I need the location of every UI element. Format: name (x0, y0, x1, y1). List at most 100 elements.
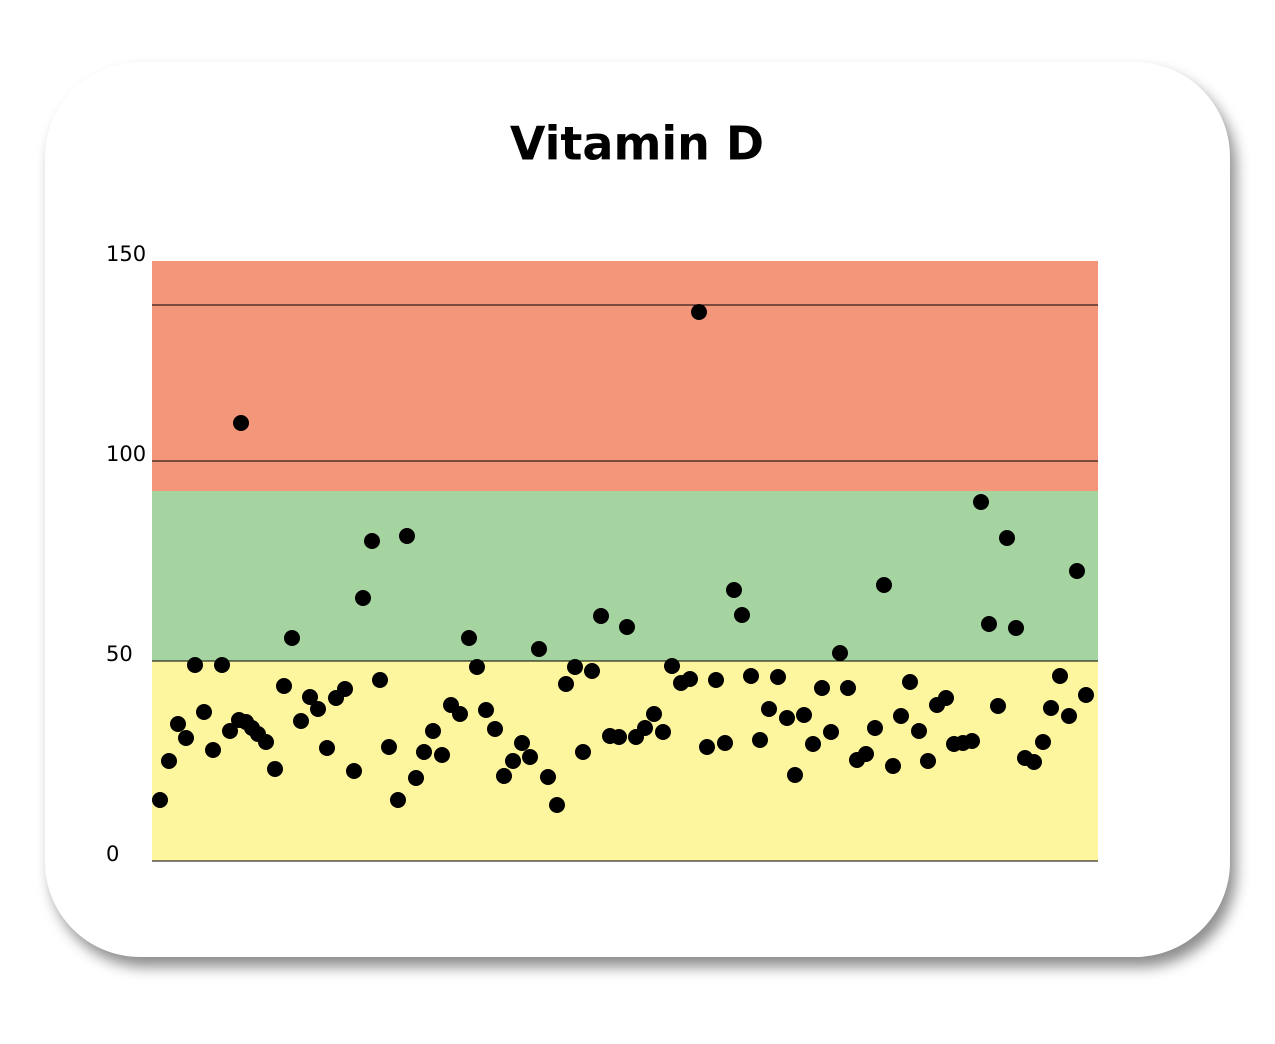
point (1078, 687, 1094, 703)
chart-title: Vitamin D (510, 117, 764, 171)
point (575, 744, 591, 760)
point (152, 792, 168, 808)
point (567, 659, 583, 675)
point (885, 758, 901, 774)
point (214, 657, 230, 673)
point (1026, 754, 1042, 770)
point (161, 753, 177, 769)
point (964, 733, 980, 749)
point (779, 710, 795, 726)
point (646, 706, 662, 722)
point (619, 619, 635, 635)
point (938, 690, 954, 706)
point (346, 763, 362, 779)
point (205, 742, 221, 758)
point (823, 724, 839, 740)
point (699, 739, 715, 755)
point (717, 735, 733, 751)
point (876, 577, 892, 593)
point (319, 740, 335, 756)
point (691, 304, 707, 320)
point (796, 707, 812, 723)
point (337, 681, 353, 697)
point (584, 663, 600, 679)
point (1008, 620, 1024, 636)
point (302, 689, 318, 705)
point (1052, 668, 1068, 684)
point (973, 494, 989, 510)
point (726, 582, 742, 598)
point (611, 729, 627, 745)
point (708, 672, 724, 688)
point (761, 701, 777, 717)
point (496, 768, 512, 784)
point (399, 528, 415, 544)
point (372, 672, 388, 688)
point (734, 607, 750, 623)
point (531, 641, 547, 657)
point (558, 676, 574, 692)
band (152, 261, 1098, 491)
point (284, 630, 300, 646)
point (258, 734, 274, 750)
point (999, 530, 1015, 546)
point (1069, 563, 1085, 579)
point (911, 723, 927, 739)
point (832, 645, 848, 661)
point (770, 669, 786, 685)
point (1043, 700, 1059, 716)
point (416, 744, 432, 760)
point (310, 701, 326, 717)
point (267, 761, 283, 777)
point (814, 680, 830, 696)
point (487, 721, 503, 737)
point (293, 713, 309, 729)
point (425, 723, 441, 739)
point (187, 657, 203, 673)
point (840, 680, 856, 696)
point (355, 590, 371, 606)
point (505, 753, 521, 769)
point (196, 704, 212, 720)
point (540, 769, 556, 785)
point (549, 797, 565, 813)
point (522, 749, 538, 765)
point (233, 415, 249, 431)
point (276, 678, 292, 694)
band (152, 661, 1098, 861)
point (743, 668, 759, 684)
point (452, 706, 468, 722)
point (170, 716, 186, 732)
point (981, 616, 997, 632)
point (655, 724, 671, 740)
point (408, 770, 424, 786)
point (381, 739, 397, 755)
point (434, 747, 450, 763)
point (593, 608, 609, 624)
point (893, 708, 909, 724)
point (364, 533, 380, 549)
y-tick-label: 100 (106, 442, 146, 466)
point (390, 792, 406, 808)
point (1035, 734, 1051, 750)
y-tick-label: 50 (106, 642, 133, 666)
point (752, 732, 768, 748)
point (637, 720, 653, 736)
point (990, 698, 1006, 714)
point (1061, 708, 1077, 724)
point (920, 753, 936, 769)
point (178, 730, 194, 746)
y-tick-label: 150 (106, 242, 146, 266)
point (469, 659, 485, 675)
point (664, 658, 680, 674)
point (787, 767, 803, 783)
point (514, 735, 530, 751)
point (805, 736, 821, 752)
y-tick-label: 0 (106, 842, 119, 866)
point (461, 630, 477, 646)
point (222, 723, 238, 739)
point (478, 702, 494, 718)
point (682, 671, 698, 687)
